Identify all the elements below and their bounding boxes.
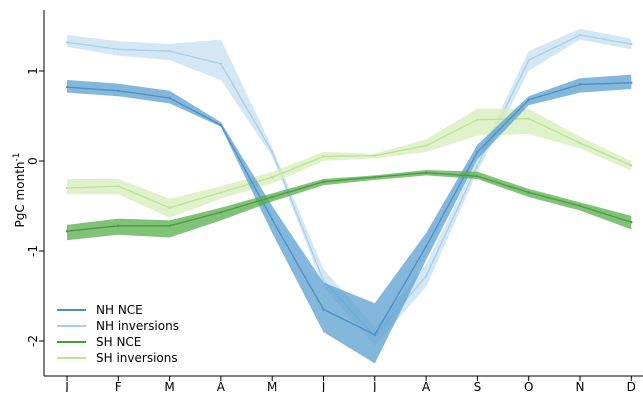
point-nh-inversions-3 — [219, 62, 223, 65]
point-sh-inversions-7 — [424, 144, 428, 147]
series-nh-nce — [65, 74, 633, 364]
point-nh-nce-6 — [373, 333, 376, 336]
point-nh-nce-4 — [271, 218, 274, 221]
ticks-layer: 1 0 -1 -2 J F M A M J J A S O N D — [26, 67, 636, 394]
point-nh-nce-0 — [65, 86, 69, 89]
point-sh-inversions-4 — [271, 176, 274, 179]
point-nh-nce-7 — [424, 245, 428, 248]
x-tick-label: S — [474, 380, 482, 392]
x-tick-label: A — [422, 380, 431, 392]
y-tick-label: -2 — [26, 335, 40, 347]
legend-label: NH NCE — [96, 303, 143, 317]
point-nh-inversions-5 — [322, 279, 325, 282]
legend-label: SH inversions — [96, 351, 178, 365]
point-nh-nce-1 — [117, 89, 120, 93]
line-nh-nce — [66, 82, 632, 336]
point-nh-inversions-8 — [476, 164, 479, 167]
x-tick-label: M — [267, 380, 277, 392]
legend-label: SH NCE — [96, 335, 141, 349]
point-nh-inversions-4 — [271, 150, 274, 154]
point-nh-nce-11 — [630, 81, 633, 84]
point-sh-nce-5 — [322, 180, 325, 183]
point-sh-nce-0 — [65, 230, 69, 233]
x-tick-label: F — [115, 380, 122, 392]
point-nh-inversions-9 — [527, 59, 530, 62]
x-tick-label: J — [64, 380, 69, 392]
point-sh-inversions-2 — [168, 206, 171, 209]
legend: NH NCE NH inversions SH NCE SH inversions — [57, 303, 179, 365]
line-nh-inversions — [66, 34, 632, 338]
series-layer — [65, 28, 633, 364]
x-tick-label: J — [321, 380, 326, 392]
x-tick-label: M — [164, 380, 174, 392]
point-sh-nce-6 — [373, 176, 376, 179]
band-sh-nce — [67, 170, 632, 241]
line-sh-inversions — [66, 118, 632, 209]
point-sh-inversions-11 — [630, 164, 633, 167]
x-tick-label: N — [576, 380, 585, 392]
point-nh-inversions-7 — [424, 275, 428, 278]
point-sh-nce-1 — [117, 224, 120, 227]
point-sh-inversions-8 — [476, 118, 479, 121]
point-sh-inversions-5 — [322, 155, 325, 158]
point-nh-inversions-1 — [117, 48, 120, 51]
point-sh-inversions-1 — [117, 185, 120, 188]
point-sh-inversions-6 — [373, 154, 376, 157]
point-nh-nce-10 — [578, 83, 582, 86]
legend-item-nh-inversions: NH inversions — [57, 319, 179, 333]
point-sh-nce-8 — [476, 175, 479, 178]
point-nh-inversions-10 — [578, 33, 582, 37]
x-tick-label: D — [627, 380, 636, 392]
point-sh-nce-2 — [168, 224, 171, 227]
legend-item-sh-inversions: SH inversions — [57, 351, 178, 365]
point-sh-inversions-10 — [578, 141, 582, 145]
y-tick-label: 1 — [26, 67, 40, 75]
point-nh-inversions-0 — [65, 41, 69, 44]
legend-item-sh-nce: SH NCE — [57, 335, 141, 349]
y-tick-label: -1 — [26, 245, 40, 257]
point-sh-nce-7 — [424, 171, 428, 174]
legend-item-nh-nce: NH NCE — [57, 303, 143, 317]
point-sh-nce-3 — [219, 211, 223, 214]
point-nh-nce-3 — [219, 123, 223, 127]
point-sh-inversions-3 — [219, 191, 223, 194]
x-tick-label: J — [372, 380, 377, 392]
y-axis-label: PgC month-1 — [12, 153, 27, 228]
point-sh-nce-11 — [630, 221, 633, 224]
point-sh-nce-10 — [578, 204, 582, 208]
series-sh-nce — [65, 170, 633, 241]
point-nh-nce-9 — [527, 98, 530, 102]
point-nh-nce-5 — [322, 308, 325, 311]
point-sh-inversions-9 — [527, 117, 530, 120]
point-nh-nce-2 — [168, 96, 171, 100]
band-nh-nce — [67, 74, 632, 364]
band-sh-inversions — [67, 108, 632, 218]
point-nh-inversions-11 — [630, 42, 633, 46]
series-sh-inversions — [65, 108, 633, 218]
x-tick-label: A — [217, 380, 226, 392]
point-nh-nce-8 — [476, 150, 479, 154]
point-sh-nce-4 — [271, 195, 274, 199]
y-tick-label: 0 — [26, 157, 40, 165]
point-sh-nce-9 — [527, 191, 530, 194]
legend-label: NH inversions — [96, 319, 179, 333]
line-sh-nce — [66, 172, 632, 232]
x-tick-label: O — [524, 380, 533, 392]
point-nh-inversions-2 — [168, 50, 171, 53]
point-sh-inversions-0 — [65, 186, 69, 190]
y-axis-label-superscript: -1 — [12, 153, 22, 162]
